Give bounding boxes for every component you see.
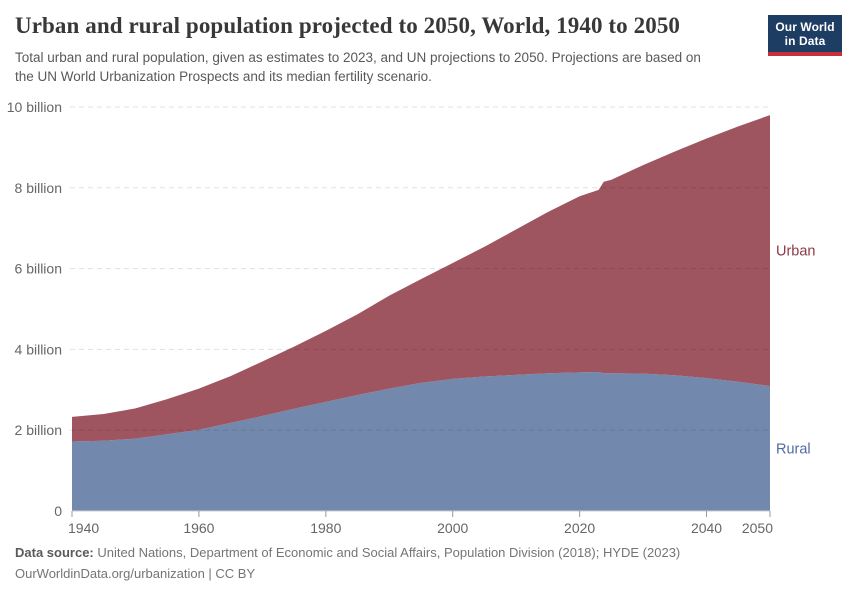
y-axis-label-8: 8 billion <box>15 180 62 196</box>
x-axis-label-2020: 2020 <box>564 520 595 536</box>
y-axis-label-2: 2 billion <box>15 422 62 438</box>
datasource-line: Data source: United Nations, Department … <box>15 542 835 563</box>
series-label-rural[interactable]: Rural <box>776 442 811 458</box>
x-axis-label-2050: 2050 <box>742 520 773 536</box>
y-axis-label-0: 0 <box>54 503 62 519</box>
datasource-label: Data source: <box>15 545 94 560</box>
chart-header: Urban and rural population projected to … <box>15 12 755 86</box>
urban-area[interactable] <box>72 115 770 442</box>
y-axis-label-4: 4 billion <box>15 341 62 357</box>
chart-subtitle: Total urban and rural population, given … <box>15 49 701 84</box>
x-axis-label-2040: 2040 <box>691 520 722 536</box>
owid-logo-line2: in Data <box>784 34 826 48</box>
series-label-urban[interactable]: Urban <box>776 244 816 260</box>
x-axis-label-1940: 1940 <box>68 520 99 536</box>
datasource-text: United Nations, Department of Economic a… <box>97 545 681 560</box>
x-axis-label-1960: 1960 <box>183 520 214 536</box>
rural-area[interactable] <box>72 372 770 511</box>
footer-link[interactable]: OurWorldinData.org/urbanization | CC BY <box>15 566 256 581</box>
x-axis-label-1980: 1980 <box>310 520 341 536</box>
y-axis-label-6: 6 billion <box>15 261 62 277</box>
y-axis-label-10: 10 billion <box>7 99 62 115</box>
x-axis-label-2000: 2000 <box>437 520 468 536</box>
owid-logo-line1: Our World <box>775 20 835 34</box>
chart-title: Urban and rural population projected to … <box>15 13 681 38</box>
owid-logo[interactable]: Our World in Data <box>768 15 842 56</box>
chart-footer: Data source: United Nations, Department … <box>15 542 835 584</box>
